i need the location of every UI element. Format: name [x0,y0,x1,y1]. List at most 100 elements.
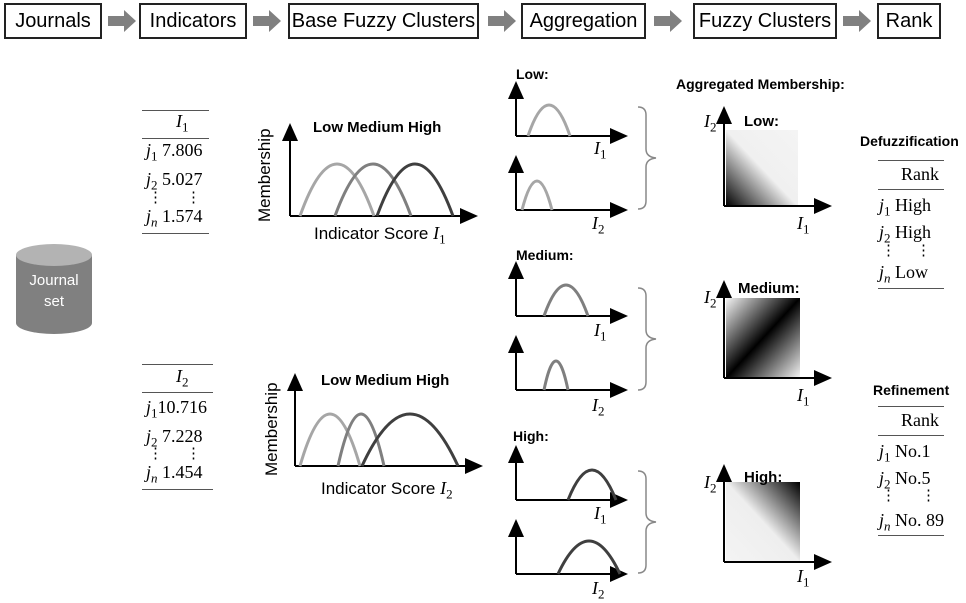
aggregation-low-label: Low: [516,66,549,82]
low-map-label: Low: [744,113,779,130]
indicator-score-axis-label: Indicator Score I1 [314,223,446,247]
table-rule [878,535,944,536]
low-membership-curve [298,412,362,467]
medium-membership-curve [336,412,386,467]
step-fuzzy-clusters: Fuzzy Clusters [693,3,837,39]
aggregation-high-i2-plot [508,519,628,582]
step-label: Aggregation [529,9,638,32]
axis-label-i2: I2 [592,395,605,419]
aggregation-high-i1-plot [508,445,628,508]
ellipsis: ⋮ [881,243,896,259]
table-rule [142,392,213,393]
table-rule [878,189,944,190]
step-label: Journals [15,9,91,32]
aggregated-membership-title: Aggregated Membership: [676,76,845,92]
ellipsis: ⋮ [881,488,896,504]
axis-label-i1: I1 [594,503,607,527]
step-rank: Rank [877,3,941,39]
high-map-label: High: [744,469,783,486]
high-membership-curve [360,412,460,467]
step-indicators: Indicators [139,3,247,39]
journal-set-label: Journal set [29,272,79,310]
low-membership-curve [298,162,376,217]
curve-legend: Low Medium High [321,372,450,389]
axis-label-i1: I1 [797,385,810,409]
arrow-right-icon [488,10,516,32]
table-row: jn No. 89 [879,510,945,534]
base-cluster-plot-2 [287,373,483,474]
table-row: jn 1.574 [146,206,203,230]
ellipsis: ⋮ [916,243,931,259]
aggregation-medium-label: Medium: [516,247,574,263]
ellipsis: ⋮ [921,488,936,504]
refinement-title: Refinement [873,382,950,398]
arrow-right-icon [654,10,682,32]
table-row: jn 1.454 [146,462,203,486]
base-cluster-plot-1 [282,123,478,224]
brace-icon [637,470,657,574]
ellipsis: ⋮ [186,446,201,462]
aggregation-medium-i2-plot [508,335,628,398]
step-label: Indicators [149,9,237,32]
table-rule [142,489,213,490]
medium-map-label: Medium: [738,280,800,297]
axis-label-i1: I1 [797,213,810,237]
table-header: I2 [176,366,189,390]
table-row: j110.716 [146,397,208,421]
step-label: Base Fuzzy Clusters [291,9,476,32]
curve-legend: Low Medium High [313,119,442,136]
table-rule [142,110,209,111]
table-row: j2 High [879,222,932,246]
table-rule [878,288,944,289]
step-label: Rank [885,9,933,32]
table-rule [142,233,209,234]
defuzzification-title: Defuzzification [860,133,959,149]
axis-label-i2: I2 [704,111,717,135]
axis-label-i1: I1 [594,320,607,344]
medium-membership-heatmap [716,280,832,386]
arrow-right-icon [843,10,871,32]
arrow-right-icon [253,10,281,32]
aggregation-low-i2-plot [508,155,628,218]
aggregation-high-label: High: [513,428,549,444]
step-base-fuzzy-clusters: Base Fuzzy Clusters [288,3,479,39]
membership-axis-label: Membership [262,382,281,476]
axis-label-i2: I2 [592,578,605,602]
aggregation-low-i1-plot [508,81,628,144]
step-label: Fuzzy Clusters [698,9,832,32]
ellipsis: ⋮ [148,446,163,462]
step-journals: Journals [4,3,102,39]
table-row: j1 7.806 [146,140,203,164]
table-rule [142,138,209,139]
ellipsis: ⋮ [148,190,163,206]
indicator-score-axis-label: Indicator Score I2 [321,478,453,502]
medium-membership-curve [333,162,413,217]
table-rule [142,364,213,365]
high-membership-heatmap [716,464,832,570]
table-row: j1 High [879,195,932,219]
brace-icon [637,287,657,391]
table-row: j2 No.5 [879,468,931,492]
aggregation-medium-i1-plot [508,261,628,324]
axis-label-i2: I2 [592,213,605,237]
table-row: j2 5.027 [146,169,203,193]
table-row: j1 No.1 [879,441,931,465]
axis-label-i1: I1 [594,138,607,162]
table-rule [878,435,944,436]
table-rule [878,160,944,161]
database-cylinder-icon [16,244,92,334]
axis-label-i1: I1 [797,566,810,590]
ellipsis: ⋮ [186,190,201,206]
low-membership-heatmap [716,106,832,214]
axis-label-i2: I2 [704,472,717,496]
step-aggregation: Aggregation [521,3,646,39]
high-membership-curve [375,162,455,217]
arrow-right-icon [108,10,136,32]
axis-label-i2: I2 [704,287,717,311]
table-header: Rank [901,410,939,430]
table-header: Rank [901,164,939,184]
brace-icon [637,106,657,210]
table-row: j2 7.228 [146,426,203,450]
table-rule [878,406,944,407]
table-row: jn Low [879,262,929,286]
